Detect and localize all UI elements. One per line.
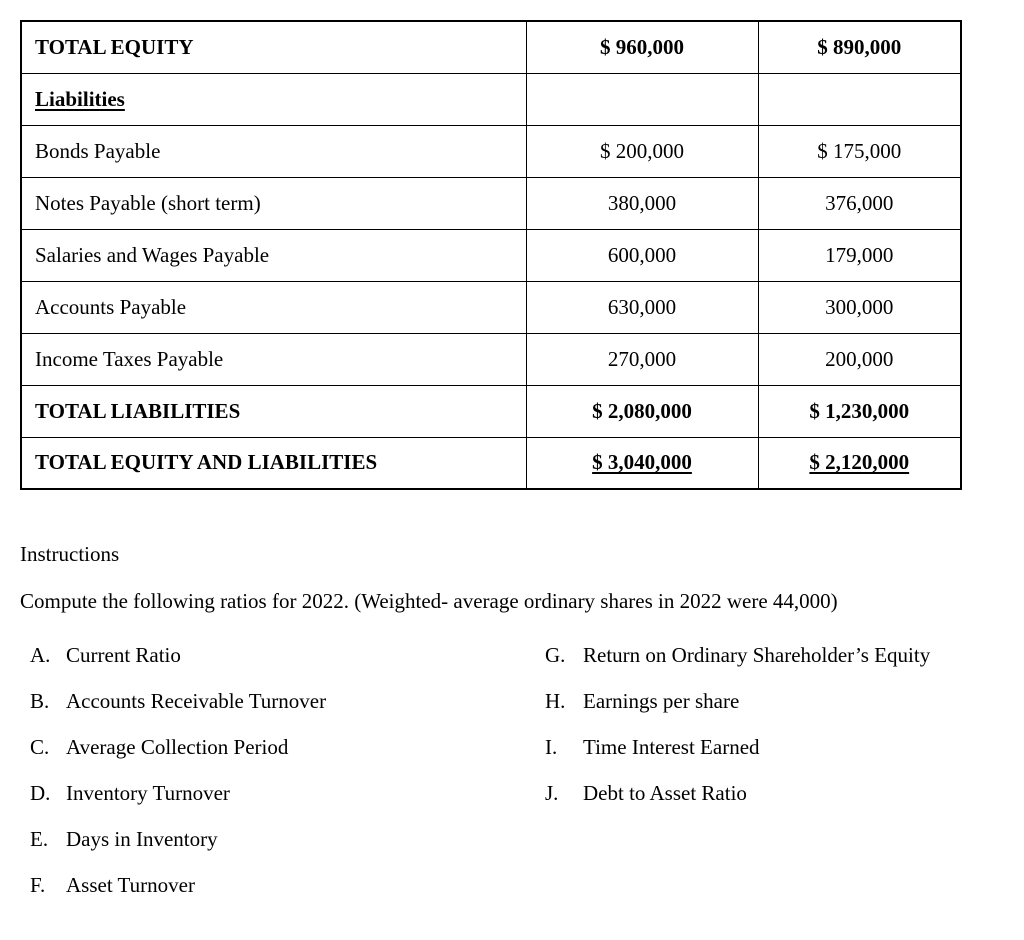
list-item: D. Inventory Turnover xyxy=(30,770,545,816)
value-col1: 600,000 xyxy=(525,228,759,282)
row-label: Notes Payable (short term) xyxy=(20,176,527,230)
list-item: E. Days in Inventory xyxy=(30,816,545,862)
table-row: Liabilities xyxy=(20,72,962,126)
item-letter: J. xyxy=(545,781,559,805)
item-letter: E. xyxy=(30,827,49,851)
row-label: Accounts Payable xyxy=(20,280,527,334)
value-col2: 200,000 xyxy=(757,332,962,386)
list-item: B. Accounts Receivable Turnover xyxy=(30,678,545,724)
ratio-lists: A. Current Ratio B. Accounts Receivable … xyxy=(20,632,1024,908)
item-text: Days in Inventory xyxy=(66,827,218,851)
value-col1: 630,000 xyxy=(525,280,759,334)
item-text: Time Interest Earned xyxy=(583,735,760,759)
item-letter: C. xyxy=(30,735,50,759)
value-col2: 179,000 xyxy=(757,228,962,282)
value-col2 xyxy=(757,72,962,126)
list-item: G. Return on Ordinary Shareholder’s Equi… xyxy=(545,632,995,678)
value-col1: $ 2,080,000 xyxy=(525,384,759,438)
list-item: F. Asset Turnover xyxy=(30,862,545,908)
value-col2: $ 1,230,000 xyxy=(757,384,962,438)
table-row: TOTAL LIABILITIES $ 2,080,000 $ 1,230,00… xyxy=(20,384,962,438)
row-label: TOTAL EQUITY xyxy=(20,20,527,74)
item-text: Current Ratio xyxy=(66,643,181,667)
item-text: Inventory Turnover xyxy=(66,781,230,805)
ratio-list-right: G. Return on Ordinary Shareholder’s Equi… xyxy=(545,632,995,908)
instructions-intro: Compute the following ratios for 2022. (… xyxy=(20,589,838,613)
balance-sheet-table: TOTAL EQUITY $ 960,000 $ 890,000 Liabili… xyxy=(20,20,962,490)
table-row: TOTAL EQUITY AND LIABILITIES $ 3,040,000… xyxy=(20,436,962,490)
value-col2: 376,000 xyxy=(757,176,962,230)
value-col1: 270,000 xyxy=(525,332,759,386)
item-letter: D. xyxy=(30,781,51,805)
list-item: C. Average Collection Period xyxy=(30,724,545,770)
item-letter: G. xyxy=(545,643,566,667)
list-item: J. Debt to Asset Ratio xyxy=(545,770,995,816)
row-label: TOTAL LIABILITIES xyxy=(20,384,527,438)
value-col2: $ 2,120,000 xyxy=(757,436,962,490)
item-letter: F. xyxy=(30,873,46,897)
row-label: Liabilities xyxy=(20,72,527,126)
value-col2: $ 175,000 xyxy=(757,124,962,178)
item-text: Accounts Receivable Turnover xyxy=(66,689,327,713)
table-row: TOTAL EQUITY $ 960,000 $ 890,000 xyxy=(20,20,962,74)
instructions-heading: Instructions xyxy=(20,542,120,566)
row-label: Bonds Payable xyxy=(20,124,527,178)
row-label: Salaries and Wages Payable xyxy=(20,228,527,282)
list-item: H. Earnings per share xyxy=(545,678,995,724)
value-col1: $ 200,000 xyxy=(525,124,759,178)
item-letter: B. xyxy=(30,689,50,713)
item-text: Return on Ordinary Shareholder’s Equity xyxy=(583,643,931,667)
table-row: Income Taxes Payable 270,000 200,000 xyxy=(20,332,962,386)
list-item: I. Time Interest Earned xyxy=(545,724,995,770)
value-col1: 380,000 xyxy=(525,176,759,230)
table-row: Notes Payable (short term) 380,000 376,0… xyxy=(20,176,962,230)
item-text: Asset Turnover xyxy=(66,873,195,897)
item-letter: A. xyxy=(30,643,51,667)
value-col2: 300,000 xyxy=(757,280,962,334)
item-letter: H. xyxy=(545,689,566,713)
value-col1: $ 3,040,000 xyxy=(525,436,759,490)
item-text: Earnings per share xyxy=(583,689,740,713)
value-col1 xyxy=(525,72,759,126)
item-letter: I. xyxy=(545,735,558,759)
item-text: Average Collection Period xyxy=(66,735,289,759)
value-col1: $ 960,000 xyxy=(525,20,759,74)
list-item: A. Current Ratio xyxy=(30,632,545,678)
table-row: Salaries and Wages Payable 600,000 179,0… xyxy=(20,228,962,282)
row-label: Income Taxes Payable xyxy=(20,332,527,386)
ratio-list-left: A. Current Ratio B. Accounts Receivable … xyxy=(20,632,545,908)
row-label: TOTAL EQUITY AND LIABILITIES xyxy=(20,436,527,490)
value-col2: $ 890,000 xyxy=(757,20,962,74)
item-text: Debt to Asset Ratio xyxy=(583,781,747,805)
table-row: Bonds Payable $ 200,000 $ 175,000 xyxy=(20,124,962,178)
table-row: Accounts Payable 630,000 300,000 xyxy=(20,280,962,334)
